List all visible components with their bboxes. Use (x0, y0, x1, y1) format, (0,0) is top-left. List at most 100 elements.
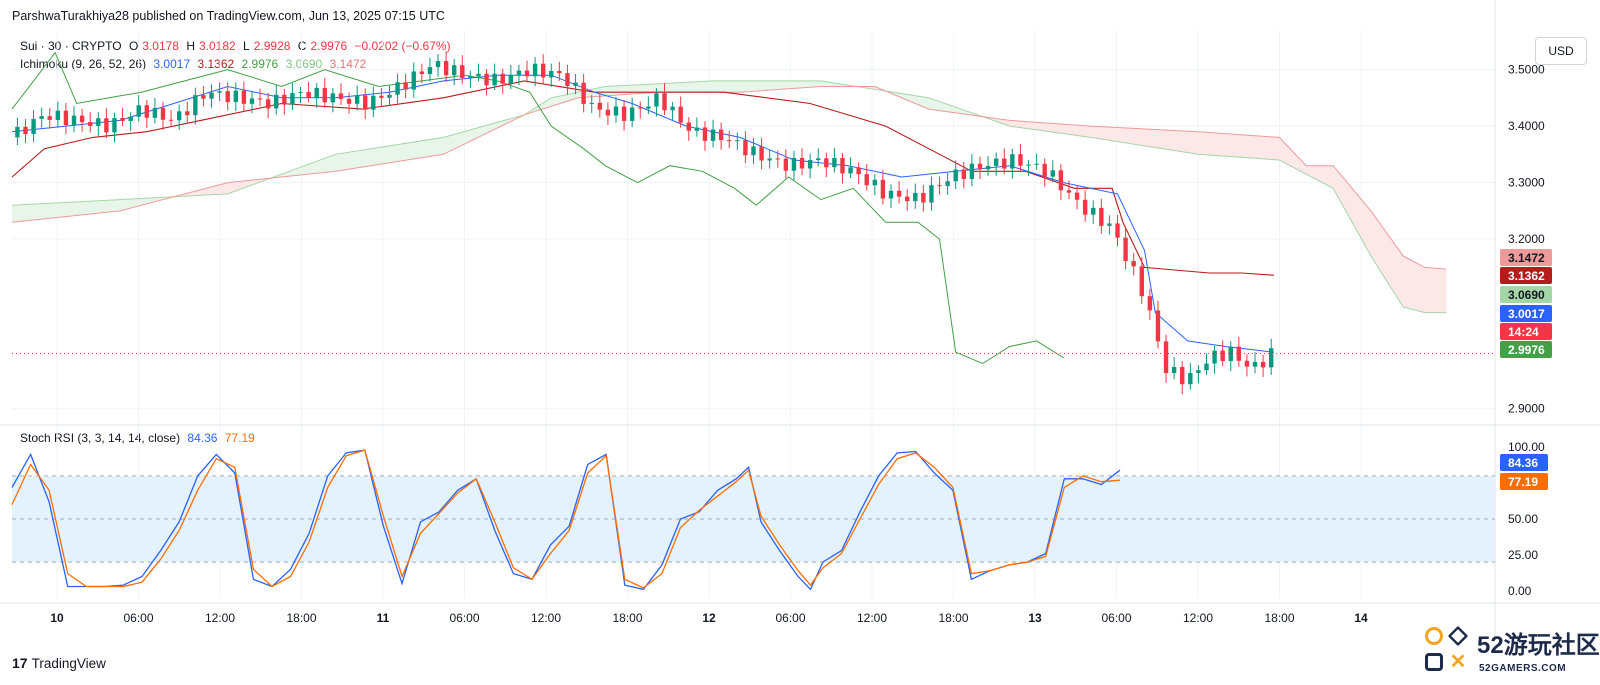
candle-body (1107, 223, 1112, 226)
candle-body (346, 98, 352, 104)
candle-body (605, 109, 611, 116)
candle-body (597, 102, 603, 110)
candle-body (500, 73, 505, 84)
price-label: 3.0690 (1500, 286, 1552, 303)
price-tick-label: 3.5000 (1508, 63, 1545, 77)
candle-body (460, 65, 465, 78)
candle-body (1155, 310, 1161, 342)
candle-body (524, 70, 530, 77)
candle-body (492, 73, 497, 86)
candle-body (476, 73, 481, 77)
candle-body (1260, 361, 1266, 368)
candle-body (824, 158, 829, 168)
ichimoku-lagging-line (11, 51, 1064, 365)
candle-body (217, 91, 222, 93)
candle-body (1091, 207, 1096, 215)
ichimoku-legend[interactable]: Ichimoku (9, 26, 52, 26) 3.0017 3.1362 2… (20, 57, 370, 71)
candle-body (193, 95, 198, 116)
ohlc-high: H 3.0182 (186, 39, 236, 53)
candle-body (508, 75, 514, 84)
candle-body (1131, 260, 1136, 267)
candle-body (419, 71, 425, 75)
candle-body (1034, 163, 1039, 165)
time-tick-label: 06:00 (123, 611, 153, 625)
candle-body (257, 98, 263, 100)
ichimoku-base-value: 3.1362 (197, 57, 235, 71)
candle-body (282, 94, 287, 105)
time-tick-label: 12 (702, 611, 716, 625)
candle-body (322, 87, 327, 103)
candle-body (937, 185, 942, 187)
candle-body (888, 190, 894, 199)
candle-body (15, 126, 20, 138)
candle-body (96, 118, 101, 126)
ohlc-change: −0.0202 (−0.67%) (354, 39, 451, 53)
currency-button[interactable]: USD (1535, 37, 1587, 65)
price-label-text: 3.1362 (1508, 269, 1545, 283)
time-tick-label: 13 (1028, 611, 1042, 625)
time-tick-label: 12:00 (1183, 611, 1213, 625)
ichimoku-span-a-line (11, 80, 1447, 314)
time-tick-label: 18:00 (286, 611, 316, 625)
tradingview-logo-text: TradingView (31, 656, 106, 671)
time-tick-label: 06:00 (1101, 611, 1131, 625)
candle-body (581, 82, 586, 104)
price-label-bg (1500, 267, 1552, 284)
candle-body (249, 98, 255, 104)
candle-body (1220, 350, 1225, 362)
stoch-d-value: 77.19 (224, 431, 255, 445)
price-label-text: 3.0017 (1508, 307, 1545, 321)
candle-body (629, 107, 635, 121)
symbol-legend: Sui · 30 · CRYPTO O 3.0178 H 3.0182 L 2.992… (20, 39, 455, 53)
candle-body (977, 163, 983, 170)
candle-body (686, 122, 691, 131)
ohlc-low: L 2.9928 (243, 39, 291, 53)
candle-body (621, 106, 627, 121)
stoch-label: Stoch RSI (3, 3, 14, 14, close) (20, 431, 181, 445)
candle-body (363, 95, 368, 110)
candle-body (1244, 360, 1250, 367)
candle-body (735, 140, 740, 142)
candle-body (969, 163, 975, 180)
candle-body (185, 111, 190, 116)
candle-body (1082, 199, 1088, 215)
candle-body (128, 116, 133, 121)
candle-body (176, 111, 182, 121)
candle-body (395, 82, 400, 95)
publisher-line: ParshwaTurakhiya28 published on TradingV… (12, 9, 445, 23)
time-axis: 10 06:00 12:00 18:00 11 06:00 12:00 18:00 12 06:0… (50, 611, 1368, 625)
candle-body (589, 102, 594, 104)
ohlc-close: C 2.9976 (297, 39, 348, 53)
watermark-triangle-icon (1447, 625, 1469, 647)
candle-body (55, 110, 61, 120)
cloud-segment (270, 80, 859, 179)
ichimoku-conversion-line (11, 74, 1274, 353)
stoch-label-text: 77.19 (1508, 475, 1538, 489)
watermark-square-icon (1425, 653, 1443, 671)
candle-body (880, 179, 886, 199)
symbol-name[interactable]: Sui · 30 · CRYPTO (20, 39, 122, 53)
stoch-d-line (11, 449, 1121, 589)
tradingview-logo[interactable]: 17 TradingView (12, 655, 106, 671)
candle-body (241, 90, 247, 104)
candle-body (702, 127, 708, 141)
candle-body (913, 192, 918, 202)
candle-body (1018, 154, 1023, 166)
cloud-segment (12, 195, 180, 223)
price-label: 3.1362 (1500, 267, 1552, 284)
candle-body (225, 91, 230, 103)
ichimoku-conversion-value: 3.0017 (153, 57, 191, 71)
candle-body (864, 174, 869, 186)
candle-body (799, 157, 805, 169)
candle-body (985, 165, 991, 170)
candle-body (298, 92, 303, 94)
candle-body (71, 115, 77, 126)
cloud-segment (885, 91, 983, 117)
candle-body (929, 185, 934, 203)
stoch-legend[interactable]: Stoch RSI (3, 3, 14, 14, close) 84.36 77… (20, 431, 259, 445)
watermark-circle-icon (1425, 627, 1443, 645)
candle-body (23, 126, 28, 135)
price-label-bg (1500, 341, 1552, 358)
candle-body (330, 93, 336, 103)
